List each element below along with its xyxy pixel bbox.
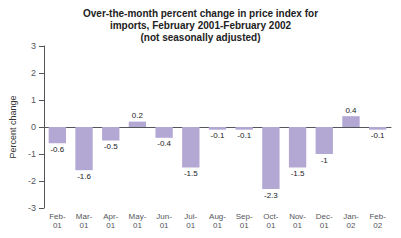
svg-text:01: 01 — [133, 221, 142, 230]
svg-text:Sep-: Sep- — [236, 212, 253, 221]
svg-text:-1: -1 — [321, 156, 329, 165]
svg-text:-0.1: -0.1 — [371, 131, 385, 140]
svg-text:Oct-: Oct- — [263, 212, 278, 221]
svg-text:Mar-: Mar- — [76, 212, 93, 221]
svg-text:Over-the-month percent change: Over-the-month percent change in price i… — [83, 8, 318, 19]
svg-text:-1.5: -1.5 — [184, 169, 198, 178]
svg-text:02: 02 — [347, 221, 356, 230]
svg-text:-3: -3 — [28, 203, 36, 213]
svg-text:Nov-: Nov- — [289, 212, 306, 221]
svg-text:0.2: 0.2 — [132, 111, 144, 120]
svg-text:01: 01 — [266, 221, 275, 230]
svg-text:Jun-: Jun- — [156, 212, 172, 221]
svg-text:-1.5: -1.5 — [291, 169, 305, 178]
svg-text:-1: -1 — [28, 149, 36, 159]
svg-text:May-: May- — [129, 212, 147, 221]
svg-text:01: 01 — [240, 221, 249, 230]
svg-text:-2.3: -2.3 — [264, 191, 278, 200]
svg-text:-0.6: -0.6 — [50, 145, 64, 154]
svg-text:Percent change: Percent change — [8, 95, 18, 158]
svg-text:Jul-: Jul- — [184, 212, 197, 221]
svg-text:01: 01 — [53, 221, 62, 230]
svg-text:Jan-: Jan- — [343, 212, 359, 221]
svg-text:1: 1 — [31, 95, 36, 105]
svg-text:0.4: 0.4 — [345, 106, 357, 115]
svg-text:01: 01 — [186, 221, 195, 230]
svg-text:-0.4: -0.4 — [157, 139, 171, 148]
svg-text:01: 01 — [293, 221, 302, 230]
svg-text:01: 01 — [320, 221, 329, 230]
svg-text:02: 02 — [373, 221, 382, 230]
svg-text:01: 01 — [213, 221, 222, 230]
svg-text:Dec-: Dec- — [316, 212, 333, 221]
svg-text:Aug-: Aug- — [209, 212, 226, 221]
svg-text:Feb-: Feb- — [49, 212, 66, 221]
svg-text:(not seasonally adjusted): (not seasonally adjusted) — [140, 32, 260, 43]
svg-text:0: 0 — [31, 122, 36, 132]
svg-text:01: 01 — [106, 221, 115, 230]
svg-text:-2: -2 — [28, 176, 36, 186]
svg-text:imports, February 2001-Februar: imports, February 2001-February 2002 — [110, 20, 292, 31]
svg-text:Apr-: Apr- — [103, 212, 118, 221]
svg-text:-0.1: -0.1 — [211, 131, 225, 140]
svg-text:01: 01 — [80, 221, 89, 230]
svg-text:-0.5: -0.5 — [104, 142, 118, 151]
svg-text:-0.1: -0.1 — [237, 131, 251, 140]
svg-text:2: 2 — [31, 68, 36, 78]
svg-text:3: 3 — [31, 41, 36, 51]
svg-text:01: 01 — [160, 221, 169, 230]
svg-text:-1.6: -1.6 — [77, 172, 91, 181]
svg-text:Feb-: Feb- — [369, 212, 386, 221]
